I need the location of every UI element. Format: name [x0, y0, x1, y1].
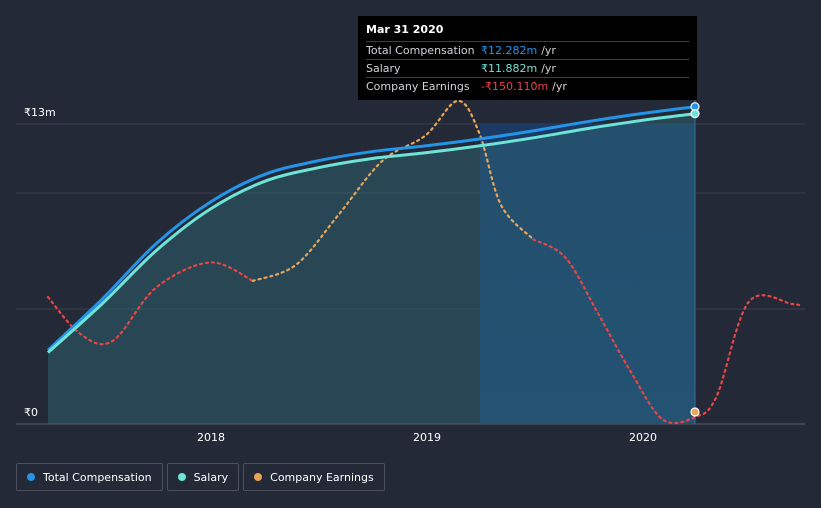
tooltip-label: Salary: [366, 62, 401, 75]
y-tick-label: ₹0: [24, 406, 38, 419]
total-compensation-line: [46, 105, 696, 352]
x-tick-label: 2020: [629, 431, 657, 444]
legend-dot-icon: [27, 473, 35, 481]
tooltip-label: Total Compensation: [366, 44, 475, 57]
tooltip-row-total-compensation: Total Compensation ₹12.282m /yr: [366, 41, 689, 59]
tooltip-date: Mar 31 2020: [366, 23, 444, 36]
legend-item-company-earnings[interactable]: Company Earnings: [243, 463, 385, 491]
tooltip-unit: /yr: [541, 44, 556, 57]
legend-dot-icon: [177, 473, 186, 481]
tooltip-value: -₹150.110m: [481, 80, 549, 93]
tooltip-row-company-earnings: Company Earnings -₹150.110m /yr: [366, 77, 689, 95]
legend-item-salary[interactable]: Salary: [166, 463, 240, 491]
earnings-line-negative-end: [532, 238, 804, 425]
x-tick-label: 2018: [197, 431, 225, 444]
legend-item-total-compensation[interactable]: Total Compensation: [16, 463, 163, 491]
tooltip-value: ₹11.882m: [481, 62, 538, 75]
legend-label: Company Earnings: [270, 470, 374, 484]
legend-label: Salary: [193, 470, 229, 484]
tooltip-unit: /yr: [552, 80, 567, 93]
tooltip-value: ₹12.282m: [481, 44, 538, 57]
y-tick-label: ₹13m: [24, 106, 56, 119]
earnings-marker: [690, 407, 700, 417]
tooltip-label: Company Earnings: [366, 80, 470, 93]
earnings-line-positive: [251, 99, 535, 282]
tooltip-row-salary: Salary ₹11.882m /yr: [366, 59, 689, 77]
salary-line: [46, 112, 696, 354]
tooltip-unit: /yr: [541, 62, 556, 75]
tooltip: Mar 31 2020 Total Compensation ₹12.282m …: [358, 16, 697, 100]
x-tick-label: 2019: [413, 431, 441, 444]
salary-marker: [690, 109, 700, 119]
legend-dot-icon: [254, 473, 263, 481]
highlight-band: [480, 124, 695, 424]
legend: Total Compensation Salary Company Earnin…: [16, 463, 389, 491]
earnings-line-negative-start: [46, 261, 254, 346]
legend-label: Total Compensation: [43, 470, 152, 484]
salary-area-fill: [48, 113, 695, 424]
